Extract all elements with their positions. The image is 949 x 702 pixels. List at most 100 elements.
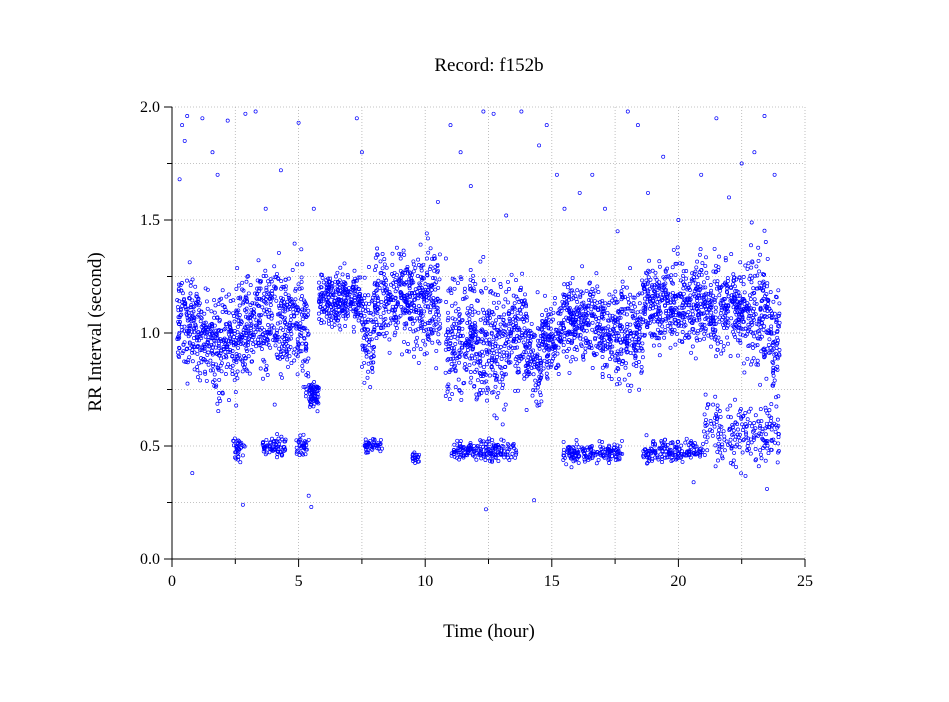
data-point bbox=[742, 439, 745, 442]
data-point bbox=[188, 261, 191, 264]
data-point bbox=[513, 302, 516, 305]
data-point bbox=[681, 274, 684, 277]
data-point bbox=[743, 371, 746, 374]
data-point bbox=[521, 272, 524, 275]
data-point bbox=[536, 291, 539, 294]
data-point bbox=[250, 349, 253, 352]
data-point bbox=[426, 237, 429, 240]
data-point bbox=[367, 265, 370, 268]
data-point bbox=[732, 429, 735, 432]
data-point bbox=[706, 431, 709, 434]
data-point bbox=[749, 298, 752, 301]
data-point bbox=[746, 267, 749, 270]
data-point bbox=[388, 338, 391, 341]
data-point bbox=[514, 456, 517, 459]
data-point bbox=[607, 375, 610, 378]
data-point bbox=[718, 409, 721, 412]
data-point bbox=[292, 311, 295, 314]
data-point bbox=[674, 273, 677, 276]
data-point bbox=[203, 312, 206, 315]
data-point bbox=[402, 340, 405, 343]
data-point bbox=[288, 355, 291, 358]
data-point bbox=[733, 285, 736, 288]
data-point bbox=[545, 309, 548, 312]
data-point bbox=[363, 314, 366, 317]
data-point bbox=[275, 456, 278, 459]
data-point bbox=[236, 377, 239, 380]
data-point bbox=[641, 342, 644, 345]
data-point bbox=[748, 294, 751, 297]
data-point bbox=[775, 405, 778, 408]
data-point bbox=[709, 283, 712, 286]
data-point bbox=[457, 307, 460, 310]
data-point bbox=[450, 363, 453, 366]
data-point bbox=[482, 110, 485, 113]
data-point bbox=[492, 278, 495, 281]
data-point bbox=[658, 344, 661, 347]
data-point bbox=[265, 364, 268, 367]
data-point bbox=[769, 291, 772, 294]
data-point bbox=[290, 332, 293, 335]
data-point bbox=[716, 404, 719, 407]
data-point bbox=[364, 305, 367, 308]
data-point bbox=[730, 253, 733, 256]
data-point bbox=[485, 363, 488, 366]
data-point bbox=[417, 304, 420, 307]
data-point bbox=[460, 398, 463, 401]
data-point bbox=[737, 413, 740, 416]
data-point bbox=[211, 151, 214, 154]
data-point bbox=[759, 383, 762, 386]
data-point bbox=[482, 366, 485, 369]
data-point bbox=[379, 438, 382, 441]
data-point bbox=[304, 395, 307, 398]
data-point bbox=[492, 301, 495, 304]
data-point bbox=[746, 357, 749, 360]
data-point bbox=[419, 348, 422, 351]
data-point bbox=[476, 379, 479, 382]
data-point bbox=[516, 311, 519, 314]
data-point bbox=[463, 291, 466, 294]
data-point bbox=[468, 318, 471, 321]
data-point bbox=[772, 300, 775, 303]
data-point bbox=[773, 357, 776, 360]
data-point bbox=[759, 453, 762, 456]
data-point bbox=[768, 409, 771, 412]
data-point bbox=[437, 286, 440, 289]
data-point bbox=[562, 344, 565, 347]
data-point bbox=[300, 248, 303, 251]
data-point bbox=[286, 358, 289, 361]
data-point bbox=[525, 408, 528, 411]
data-point bbox=[698, 253, 701, 256]
data-point bbox=[595, 462, 598, 465]
data-point bbox=[375, 265, 378, 268]
data-point bbox=[703, 337, 706, 340]
data-point bbox=[575, 443, 578, 446]
data-point bbox=[714, 355, 717, 358]
data-point bbox=[753, 335, 756, 338]
data-point bbox=[732, 273, 735, 276]
data-point bbox=[408, 287, 411, 290]
data-point bbox=[189, 284, 192, 287]
data-point bbox=[761, 438, 764, 441]
data-point bbox=[630, 384, 633, 387]
data-point bbox=[712, 403, 715, 406]
data-point bbox=[427, 251, 430, 254]
data-point bbox=[444, 257, 447, 260]
data-point bbox=[543, 294, 546, 297]
data-point bbox=[444, 334, 447, 337]
data-point bbox=[339, 328, 342, 331]
data-point bbox=[380, 300, 383, 303]
data-point bbox=[469, 268, 472, 271]
data-point bbox=[217, 391, 220, 394]
data-point bbox=[412, 270, 415, 273]
data-point bbox=[205, 300, 208, 303]
data-point bbox=[261, 306, 264, 309]
data-point bbox=[718, 320, 721, 323]
data-point bbox=[755, 458, 758, 461]
data-point bbox=[252, 343, 255, 346]
data-point bbox=[333, 323, 336, 326]
data-point bbox=[755, 265, 758, 268]
data-point bbox=[770, 428, 773, 431]
data-point bbox=[247, 355, 250, 358]
data-point bbox=[764, 240, 767, 243]
